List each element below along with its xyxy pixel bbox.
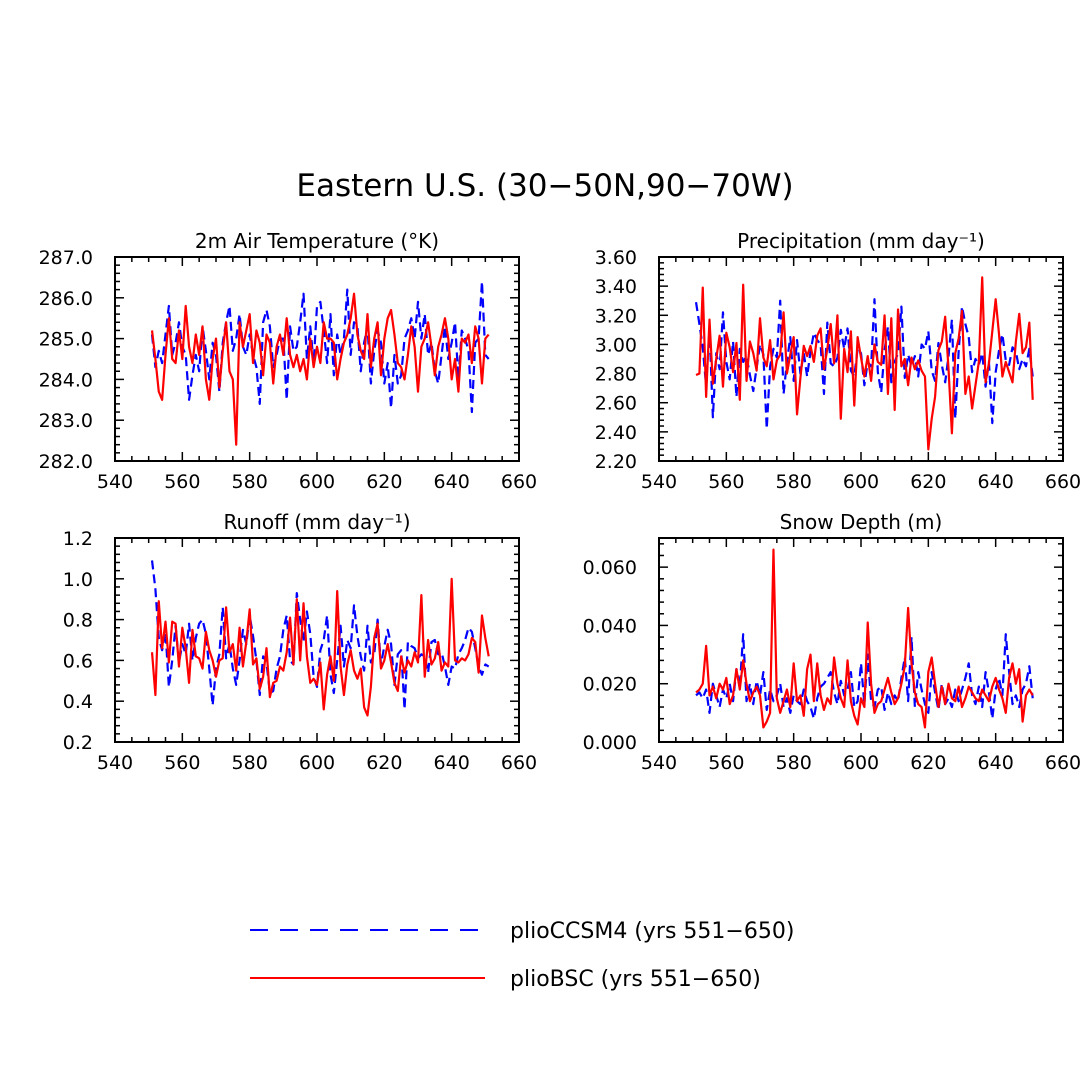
series-line-pliobsc-air-temperature xyxy=(150,292,490,446)
x-tick-label-air-temperature: 640 xyxy=(434,471,470,493)
y-tick-label-air-temperature: 287.0 xyxy=(39,247,93,269)
x-tick-label-snow-depth: 540 xyxy=(641,752,677,774)
series-line-pliobsc-runoff xyxy=(150,577,490,717)
panels-group: 2m Air Temperature (°K) 540 560 580 600 620 64… xyxy=(39,229,1082,774)
y-tick-label-runoff: 0.8 xyxy=(63,610,93,632)
y-tick-label-air-temperature: 286.0 xyxy=(39,288,93,310)
x-tick-label-runoff: 660 xyxy=(501,752,537,774)
panel-title-precipitation: Precipitation (mm day⁻¹) xyxy=(737,229,985,253)
y-tick-label-precipitation: 3.60 xyxy=(595,247,637,269)
panel-precipitation: Precipitation (mm day⁻¹) 540 560 580 600 620 6… xyxy=(595,229,1081,493)
x-tick-label-runoff: 560 xyxy=(164,752,200,774)
y-tick-label-precipitation: 3.40 xyxy=(595,276,637,298)
x-tick-label-runoff: 600 xyxy=(299,752,335,774)
x-tick-label-air-temperature: 620 xyxy=(366,471,402,493)
series-line-pliobsc-snow-depth xyxy=(695,548,1034,729)
x-tick-label-precipitation: 600 xyxy=(843,471,879,493)
y-tick-label-precipitation: 2.20 xyxy=(595,451,637,473)
legend: plioCCSM4 (yrs 551−650) plioBSC (yrs 551… xyxy=(250,919,794,992)
y-tick-label-snow-depth: 0.060 xyxy=(583,557,637,579)
x-tick-label-precipitation: 560 xyxy=(708,471,744,493)
y-tick-label-snow-depth: 0.020 xyxy=(583,674,637,696)
y-tick-label-runoff: 0.6 xyxy=(63,650,93,672)
x-tick-label-runoff: 540 xyxy=(97,752,133,774)
x-tick-label-snow-depth: 560 xyxy=(708,752,744,774)
x-tick-label-snow-depth: 600 xyxy=(843,752,879,774)
x-tick-label-precipitation: 540 xyxy=(641,471,677,493)
y-tick-label-precipitation: 2.60 xyxy=(595,393,637,415)
panel-air-temperature: 2m Air Temperature (°K) 540 560 580 600 620 64… xyxy=(39,229,538,493)
y-tick-label-snow-depth: 0.000 xyxy=(583,732,637,754)
y-tick-label-runoff: 0.4 xyxy=(63,691,93,713)
y-tick-label-precipitation: 2.40 xyxy=(595,422,637,444)
x-tick-label-precipitation: 620 xyxy=(910,471,946,493)
y-tick-label-runoff: 1.0 xyxy=(63,569,93,591)
x-tick-label-precipitation: 660 xyxy=(1045,471,1081,493)
panel-snow-depth: Snow Depth (m) 540 560 580 600 620 640 660 0.000… xyxy=(583,510,1082,774)
x-tick-label-precipitation: 580 xyxy=(776,471,812,493)
panel-title-runoff: Runoff (mm day⁻¹) xyxy=(223,510,410,534)
y-tick-label-snow-depth: 0.040 xyxy=(583,615,637,637)
x-tick-label-snow-depth: 620 xyxy=(910,752,946,774)
x-tick-label-air-temperature: 580 xyxy=(232,471,268,493)
x-tick-label-air-temperature: 540 xyxy=(97,471,133,493)
legend-label-pliobsc: plioBSC (yrs 551−650) xyxy=(510,967,761,992)
y-tick-label-precipitation: 3.20 xyxy=(595,305,637,327)
y-tick-label-runoff: 1.2 xyxy=(63,528,93,550)
x-tick-label-air-temperature: 600 xyxy=(299,471,335,493)
x-tick-label-air-temperature: 660 xyxy=(501,471,537,493)
y-tick-label-air-temperature: 283.0 xyxy=(39,410,93,432)
series-line-pliocsm4-runoff xyxy=(150,560,490,711)
x-tick-label-runoff: 580 xyxy=(232,752,268,774)
y-tick-label-air-temperature: 284.0 xyxy=(39,369,93,391)
x-tick-label-snow-depth: 660 xyxy=(1045,752,1081,774)
panel-title-snow-depth: Snow Depth (m) xyxy=(780,510,943,534)
panel-title-air-temperature: 2m Air Temperature (°K) xyxy=(195,229,439,253)
x-tick-label-snow-depth: 580 xyxy=(776,752,812,774)
x-tick-label-runoff: 620 xyxy=(366,752,402,774)
y-tick-label-precipitation: 3.00 xyxy=(595,334,637,356)
legend-label-pliocsm4: plioCCSM4 (yrs 551−650) xyxy=(510,919,794,944)
panel-runoff: Runoff (mm day⁻¹) 540 560 580 600 620 640 660 0.… xyxy=(63,510,537,774)
y-tick-label-precipitation: 2.80 xyxy=(595,364,637,386)
y-tick-label-runoff: 0.2 xyxy=(63,732,93,754)
y-tick-label-air-temperature: 282.0 xyxy=(39,451,93,473)
x-tick-label-snow-depth: 640 xyxy=(978,752,1014,774)
figure-title: Eastern U.S. (30−50N,90−70W) xyxy=(296,168,793,204)
series-line-pliocsm4-precipitation xyxy=(694,298,1034,431)
series-line-pliobsc-precipitation xyxy=(695,276,1034,451)
x-tick-label-runoff: 640 xyxy=(434,752,470,774)
x-tick-label-air-temperature: 560 xyxy=(164,471,200,493)
x-tick-label-precipitation: 640 xyxy=(978,471,1014,493)
y-tick-label-air-temperature: 285.0 xyxy=(39,329,93,351)
